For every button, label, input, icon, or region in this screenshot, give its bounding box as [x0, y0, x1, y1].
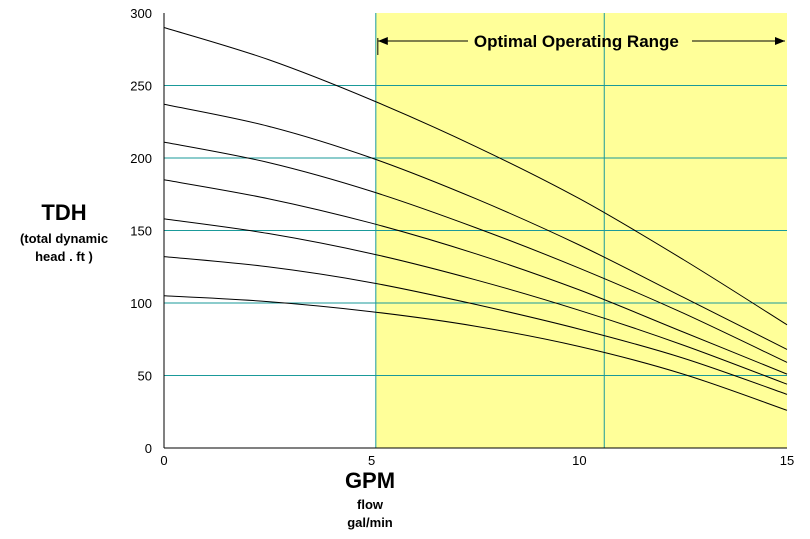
x-tick-label: 10: [572, 453, 586, 468]
optimal-range-label: Optimal Operating Range: [474, 32, 679, 51]
y-axis-subtitle-line-1: (total dynamic: [19, 231, 109, 246]
y-tick-label: 300: [130, 6, 152, 21]
y-tick-label: 150: [130, 224, 152, 239]
arrowhead-right-icon: [775, 37, 785, 45]
y-axis-title: TDH: [41, 200, 87, 225]
pump-curve-1: [163, 27, 788, 326]
x-axis-subtitle-line-1: flow: [357, 497, 383, 512]
pump-curve-4: [163, 179, 788, 375]
curves: [163, 27, 788, 411]
y-axis-subtitle-line-2: head . ft ): [35, 249, 93, 264]
y-tick-label: 50: [138, 369, 152, 384]
axes: [163, 13, 787, 449]
x-tick-label: 0: [160, 453, 167, 468]
y-tick-label: 0: [145, 441, 152, 456]
pump-curve-5: [163, 218, 788, 385]
optimal-range-annotation: Optimal Operating Range: [377, 32, 785, 55]
pump-curve-3: [163, 141, 788, 363]
y-tick-label: 250: [130, 79, 152, 94]
arrowhead-left-icon: [377, 37, 388, 45]
y-tick-label: 100: [130, 296, 152, 311]
pump-curve-2: [163, 103, 788, 350]
x-tick-label: 5: [368, 453, 375, 468]
x-axis-title: GPM: [344, 468, 396, 493]
grid: [164, 13, 787, 448]
x-tick-label: 15: [780, 453, 794, 468]
pump-curve-7: [163, 295, 788, 411]
y-tick-label: 200: [130, 151, 152, 166]
tick-labels: 0 50 100 150 200 250 300 0 5 10 15: [130, 6, 794, 468]
x-axis-subtitle-line-2: gal/min: [347, 515, 393, 530]
pump-curve-6: [163, 256, 788, 395]
